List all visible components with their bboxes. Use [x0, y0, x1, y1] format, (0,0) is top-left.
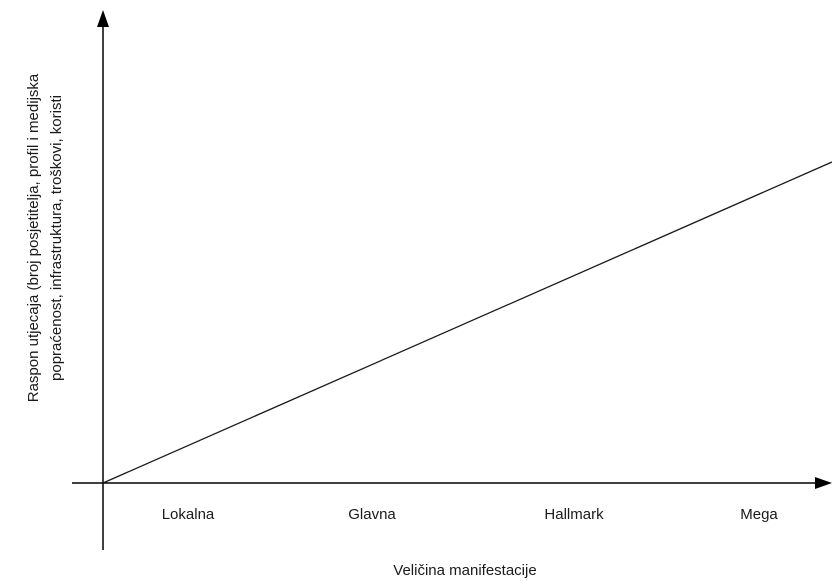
x-tick-label-mega: Mega	[740, 506, 778, 523]
series-line-0	[102, 161, 832, 484]
x-axis-arrow-icon	[815, 477, 832, 489]
x-axis-label: Veličina manifestacije	[393, 562, 536, 579]
x-tick-label-lokalna: Lokalna	[162, 506, 215, 523]
y-axis-label-line-1: Raspon utjecaja (broj posjetitelja, prof…	[25, 73, 42, 402]
x-tick-label-glavna: Glavna	[348, 506, 396, 523]
series-layer	[102, 161, 832, 484]
y-axis-label-line-2: popraćenost, infrastruktura, troškovi, k…	[48, 95, 65, 381]
y-axis-arrow-icon	[97, 10, 109, 27]
x-tick-label-hallmark: Hallmark	[544, 506, 604, 523]
